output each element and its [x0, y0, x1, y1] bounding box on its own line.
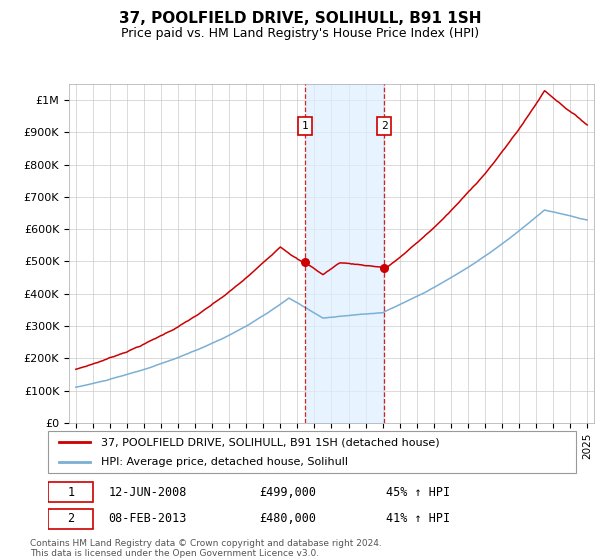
- Text: 2: 2: [381, 121, 388, 131]
- Text: HPI: Average price, detached house, Solihull: HPI: Average price, detached house, Soli…: [101, 458, 348, 467]
- Text: £499,000: £499,000: [259, 486, 316, 498]
- FancyBboxPatch shape: [48, 431, 576, 473]
- Text: £480,000: £480,000: [259, 512, 316, 525]
- Text: 12-JUN-2008: 12-JUN-2008: [109, 486, 187, 498]
- Text: 2: 2: [67, 512, 74, 525]
- FancyBboxPatch shape: [48, 508, 93, 529]
- Text: Price paid vs. HM Land Registry's House Price Index (HPI): Price paid vs. HM Land Registry's House …: [121, 27, 479, 40]
- Text: 37, POOLFIELD DRIVE, SOLIHULL, B91 1SH (detached house): 37, POOLFIELD DRIVE, SOLIHULL, B91 1SH (…: [101, 437, 439, 447]
- Text: 41% ↑ HPI: 41% ↑ HPI: [386, 512, 450, 525]
- FancyBboxPatch shape: [48, 482, 93, 502]
- Text: 08-FEB-2013: 08-FEB-2013: [109, 512, 187, 525]
- Text: Contains HM Land Registry data © Crown copyright and database right 2024.
This d: Contains HM Land Registry data © Crown c…: [30, 539, 382, 558]
- Text: 1: 1: [67, 486, 74, 498]
- Text: 37, POOLFIELD DRIVE, SOLIHULL, B91 1SH: 37, POOLFIELD DRIVE, SOLIHULL, B91 1SH: [119, 11, 481, 26]
- Text: 45% ↑ HPI: 45% ↑ HPI: [386, 486, 450, 498]
- Text: 1: 1: [302, 121, 308, 131]
